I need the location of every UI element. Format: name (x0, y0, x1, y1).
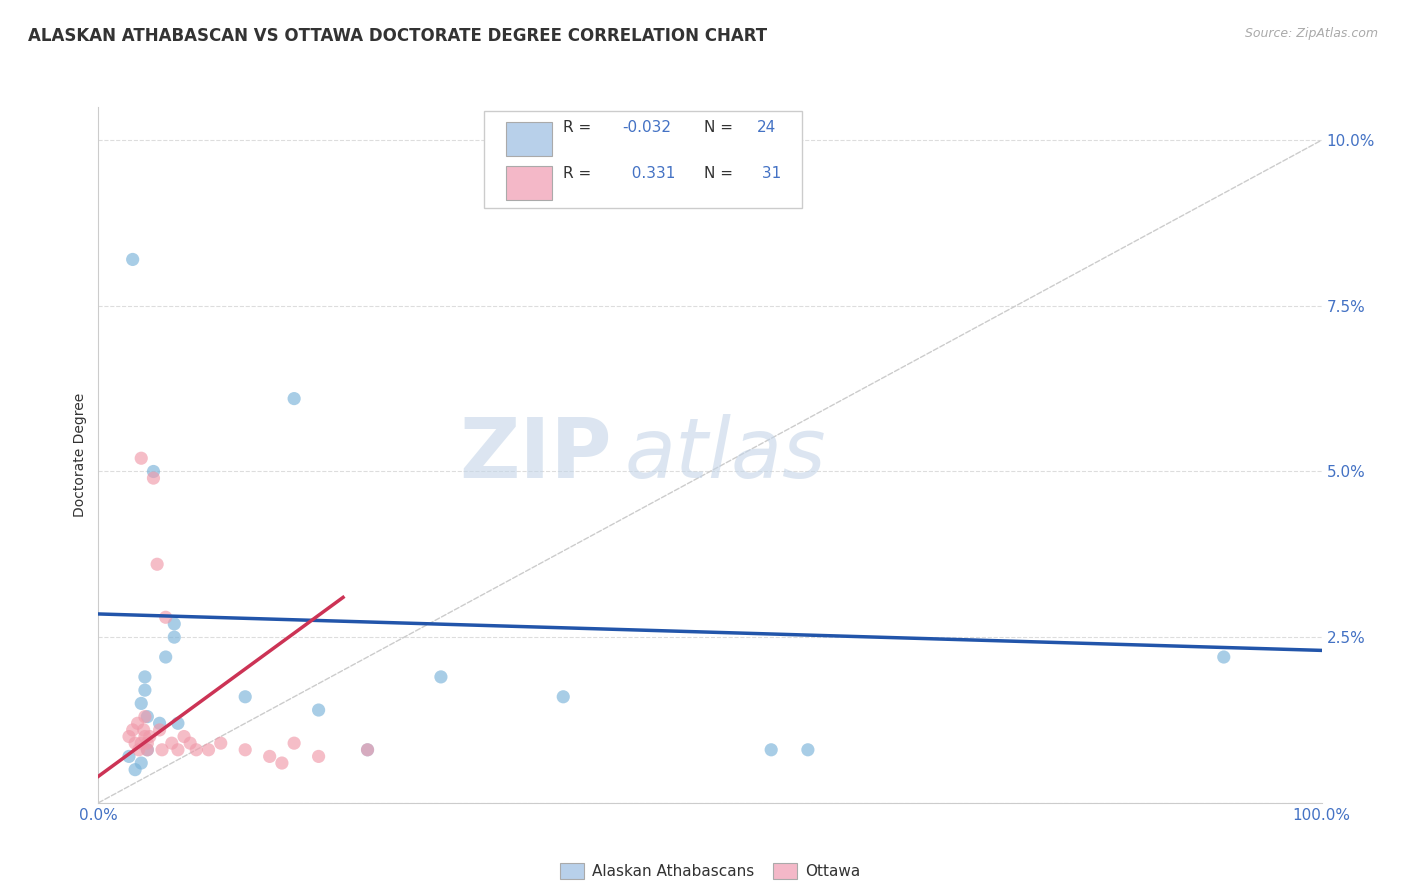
Point (149, 723, 172, 737)
Text: ALASKAN ATHABASCAN VS OTTAWA DOCTORATE DEGREE CORRELATION CHART: ALASKAN ATHABASCAN VS OTTAWA DOCTORATE D… (28, 27, 768, 45)
Point (142, 471, 165, 485)
Point (259, 749, 281, 764)
Legend: Alaskan Athabascans, Ottawa: Alaskan Athabascans, Ottawa (554, 856, 866, 886)
Point (136, 736, 159, 750)
Point (186, 743, 208, 757)
Text: -0.032: -0.032 (621, 120, 671, 136)
Text: 0.331: 0.331 (621, 166, 675, 181)
Point (128, 743, 150, 757)
Point (129, 736, 152, 750)
Point (142, 465, 165, 479)
Text: N =: N = (704, 120, 733, 136)
Point (134, 683, 156, 698)
Point (356, 743, 378, 757)
Point (129, 697, 152, 711)
Point (155, 610, 177, 624)
Point (167, 743, 190, 757)
Point (136, 709, 159, 723)
Text: 24: 24 (756, 120, 776, 136)
Point (283, 392, 305, 406)
Point (430, 670, 453, 684)
Text: 31: 31 (756, 166, 780, 181)
Point (167, 716, 190, 731)
Point (553, 690, 575, 704)
Point (121, 252, 143, 267)
Point (136, 743, 159, 757)
Point (149, 716, 172, 731)
Point (270, 756, 294, 770)
Point (127, 716, 149, 731)
Point (308, 749, 330, 764)
Point (132, 723, 155, 737)
Text: atlas: atlas (624, 415, 827, 495)
Point (1212, 650, 1234, 665)
Point (233, 690, 256, 704)
Point (118, 730, 141, 744)
Point (134, 670, 156, 684)
FancyBboxPatch shape (484, 111, 801, 208)
Point (150, 743, 173, 757)
Text: ZIP: ZIP (460, 415, 612, 495)
Point (163, 616, 186, 631)
Point (155, 650, 177, 665)
Point (124, 763, 146, 777)
Point (124, 736, 146, 750)
Point (308, 703, 330, 717)
Point (146, 558, 169, 572)
Point (136, 743, 159, 757)
Point (197, 743, 219, 757)
Point (134, 709, 156, 723)
Text: R =: R = (564, 166, 592, 181)
Text: R =: R = (564, 120, 592, 136)
Point (163, 630, 186, 644)
Point (797, 743, 820, 757)
Point (118, 749, 141, 764)
Point (139, 730, 162, 744)
Point (356, 743, 378, 757)
Point (129, 756, 152, 770)
Point (179, 736, 201, 750)
Point (160, 736, 183, 750)
Point (233, 743, 256, 757)
Text: Source: ZipAtlas.com: Source: ZipAtlas.com (1244, 27, 1378, 40)
Point (209, 736, 232, 750)
Point (121, 723, 143, 737)
FancyBboxPatch shape (506, 122, 553, 156)
Point (283, 736, 305, 750)
Y-axis label: Doctorate Degree: Doctorate Degree (73, 392, 87, 517)
Point (129, 451, 152, 466)
Point (173, 730, 195, 744)
Point (134, 730, 156, 744)
Point (761, 743, 783, 757)
FancyBboxPatch shape (506, 166, 553, 200)
Text: N =: N = (704, 166, 733, 181)
